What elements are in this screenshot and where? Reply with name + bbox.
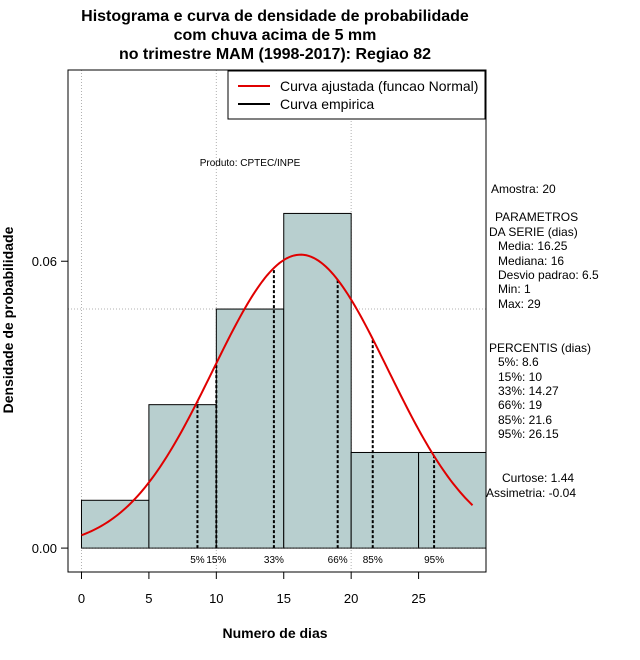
chart-title-line-2: com chuva acima de 5 mm <box>174 27 377 44</box>
histogram-bar-1 <box>148 404 217 549</box>
axis-layer: 0 5 10 15 20 25 0.00 0.06 <box>32 254 426 606</box>
x-tick-label-25: 25 <box>411 591 425 606</box>
x-tick-label-15: 15 <box>277 591 291 606</box>
x-tick-label-10: 10 <box>209 591 223 606</box>
percentile-lines-layer: 5% 15% 33% 66% 85% 95% <box>190 267 444 566</box>
bars-layer <box>80 212 487 549</box>
skewness: Assimetria: -0.04 <box>486 486 576 500</box>
percentile-label-5: 95% <box>424 555 444 566</box>
percentil-85: 85%: 21.6 <box>498 413 552 427</box>
param-sd: Desvio padrao: 6.5 <box>498 268 599 282</box>
normal-curve <box>81 253 474 537</box>
param-median: Mediana: 16 <box>498 254 564 268</box>
params-title-1: PARAMETROS <box>495 210 578 224</box>
percentile-label-0: 5% <box>190 555 205 566</box>
histogram-bar-5 <box>418 451 487 549</box>
x-tick-label-5: 5 <box>145 591 152 606</box>
x-tick-label-0: 0 <box>78 591 85 606</box>
sample-size: Amostra: 20 <box>491 182 556 196</box>
percentile-label-3: 66% <box>328 555 348 566</box>
percentil-66: 66%: 19 <box>498 398 542 412</box>
stats-panel: Amostra: 20 PARAMETROS DA SERIE (dias) M… <box>486 182 599 500</box>
curve-layer <box>81 253 474 537</box>
legend-label-empirical: Curva empirica <box>280 96 374 112</box>
percentil-5: 5%: 8.6 <box>498 355 539 369</box>
percentile-label-2: 33% <box>264 555 284 566</box>
y-tick-label-0: 0.00 <box>32 541 57 556</box>
y-axis-title: Densidade de probabilidade <box>0 226 16 413</box>
percentis-title: PERCENTIS (dias) <box>489 341 591 355</box>
params-title-2: DA SERIE (dias) <box>489 225 578 239</box>
percentile-label-1: 15% <box>206 555 226 566</box>
histogram-bar-4 <box>350 451 420 549</box>
histogram-bar-0 <box>80 499 150 549</box>
legend: Curva ajustada (funcao Normal) Curva emp… <box>227 70 486 120</box>
y-tick-label-1: 0.06 <box>32 254 57 269</box>
legend-label-fitted: Curva ajustada (funcao Normal) <box>280 78 478 94</box>
percentile-label-4: 85% <box>363 555 383 566</box>
percentil-15: 15%: 10 <box>498 370 542 384</box>
kurtosis: Curtose: 1.44 <box>502 471 574 485</box>
percentil-95: 95%: 26.15 <box>498 427 559 441</box>
param-max: Max: 29 <box>498 297 541 311</box>
histogram-bar-2 <box>215 308 285 549</box>
chart-title-line-3: no trimestre MAM (1998-2017): Regiao 82 <box>119 46 431 63</box>
x-axis-title: Numero de dias <box>222 625 327 641</box>
product-credit: Produto: CPTEC/INPE <box>200 158 301 169</box>
x-tick-label-20: 20 <box>344 591 358 606</box>
param-min: Min: 1 <box>498 282 531 296</box>
percentil-33: 33%: 14.27 <box>498 384 559 398</box>
chart-title-line-1: Histograma e curva de densidade de proba… <box>81 8 469 25</box>
legend-box <box>227 70 486 120</box>
histogram-bar-3 <box>283 212 352 549</box>
param-mean: Media: 16.25 <box>498 239 568 253</box>
